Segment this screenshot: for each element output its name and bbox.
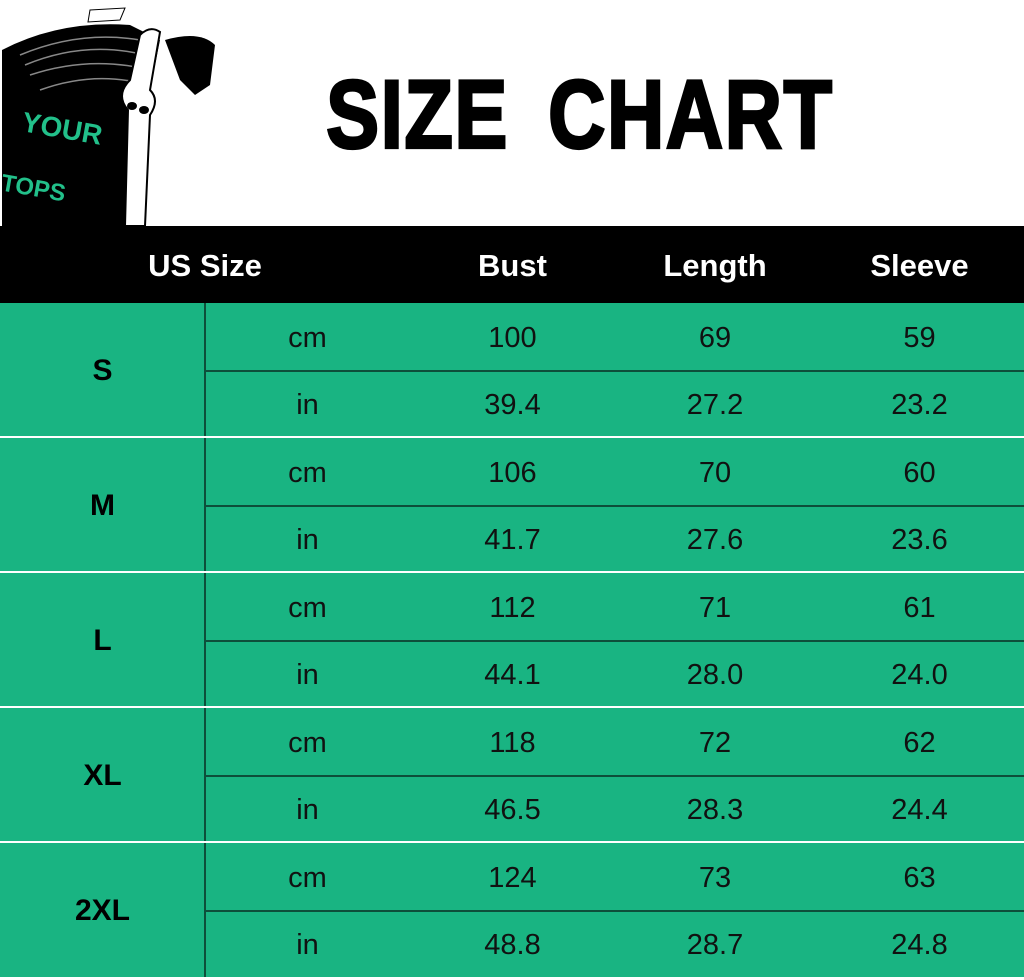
bust-cell: 106: [488, 457, 537, 489]
table-row: in 48.8 28.7 24.8: [205, 910, 1024, 977]
sleeve-cell: 24.4: [891, 794, 948, 826]
size-label: S: [92, 354, 113, 387]
size-group: S cm 100 69 59 in 39.4 27.2 23.2: [0, 303, 1024, 437]
length-cell: 28.0: [686, 659, 744, 691]
unit-cell: in: [296, 794, 319, 826]
page-title: SIZE CHART: [325, 60, 834, 170]
group-separator: [0, 436, 1024, 438]
bust-cell: 46.5: [484, 794, 541, 826]
sleeve-cell: 23.6: [891, 524, 948, 556]
table-row: cm 106 70 60: [205, 438, 1024, 505]
table-row: cm 118 72 62: [205, 708, 1024, 775]
size-label: L: [93, 624, 112, 657]
bust-cell: 124: [488, 862, 537, 894]
sleeve-cell: 60: [903, 457, 936, 489]
sleeve-cell: 59: [903, 322, 936, 354]
sleeve-cell: 61: [903, 592, 936, 624]
length-cell: 72: [698, 727, 732, 759]
table-row: in 44.1 28.0 24.0: [205, 640, 1024, 707]
bust-cell: 41.7: [484, 524, 541, 556]
row-divider: [205, 910, 1024, 912]
table-row: in 46.5 28.3 24.4: [205, 775, 1024, 842]
header-bust: Bust: [478, 248, 547, 283]
unit-cell: cm: [288, 322, 327, 354]
sleeve-cell: 62: [903, 727, 936, 759]
size-label: M: [90, 489, 115, 522]
header-length: Length: [663, 248, 767, 283]
group-separator: [0, 841, 1024, 843]
bust-cell: 44.1: [484, 659, 541, 691]
size-group: XL cm 118 72 62 in 46.5 28.3 24.4: [0, 708, 1024, 842]
length-cell: 71: [698, 592, 732, 624]
length-cell: 69: [698, 322, 732, 354]
size-group: M cm 106 70 60 in 41.7 27.6 23.6: [0, 438, 1024, 572]
table-row: in 41.7 27.6 23.6: [205, 505, 1024, 572]
bust-cell: 48.8: [484, 929, 541, 961]
row-divider: [205, 505, 1024, 507]
group-separator: [0, 571, 1024, 573]
size-label: 2XL: [74, 894, 131, 927]
sleeve-cell: 24.8: [891, 929, 948, 961]
header-sleeve: Sleeve: [870, 248, 969, 283]
size-group: 2XL cm 124 73 63 in 48.8 28.7 24.8: [0, 843, 1024, 977]
unit-cell: in: [296, 524, 319, 556]
sleeve-cell: 23.2: [891, 389, 948, 421]
length-cell: 28.3: [686, 794, 744, 826]
bust-cell: 118: [489, 727, 536, 759]
length-cell: 27.2: [686, 389, 744, 421]
logo-illustration: YOUR TOPS: [0, 0, 225, 227]
length-cell: 28.7: [686, 929, 744, 961]
table-header: US Size Bust Length Sleeve: [0, 226, 1024, 303]
unit-cell: in: [296, 659, 319, 691]
row-divider: [205, 370, 1024, 372]
size-label: XL: [83, 759, 122, 792]
length-cell: 70: [698, 457, 732, 489]
size-group: L cm 112 71 61 in 44.1 28.0 24.0: [0, 573, 1024, 707]
unit-cell: in: [296, 929, 319, 961]
sleeve-cell: 24.0: [891, 659, 948, 691]
row-divider: [205, 775, 1024, 777]
unit-cell: cm: [288, 727, 327, 759]
length-cell: 73: [698, 862, 732, 894]
unit-cell: cm: [288, 862, 327, 894]
length-cell: 27.6: [686, 524, 744, 556]
header-us-size: US Size: [148, 248, 262, 283]
bust-cell: 112: [489, 592, 536, 624]
table-row: in 39.4 27.2 23.2: [205, 370, 1024, 437]
bust-cell: 39.4: [484, 389, 541, 421]
table-row: cm 112 71 61: [205, 573, 1024, 640]
table-row: cm 124 73 63: [205, 843, 1024, 910]
unit-cell: in: [296, 389, 319, 421]
unit-cell: cm: [288, 592, 327, 624]
unit-cell: cm: [288, 457, 327, 489]
table-row: cm 100 69 59: [205, 303, 1024, 370]
sleeve-cell: 63: [903, 862, 936, 894]
bust-cell: 100: [488, 322, 537, 354]
row-divider: [205, 640, 1024, 642]
group-separator: [0, 706, 1024, 708]
